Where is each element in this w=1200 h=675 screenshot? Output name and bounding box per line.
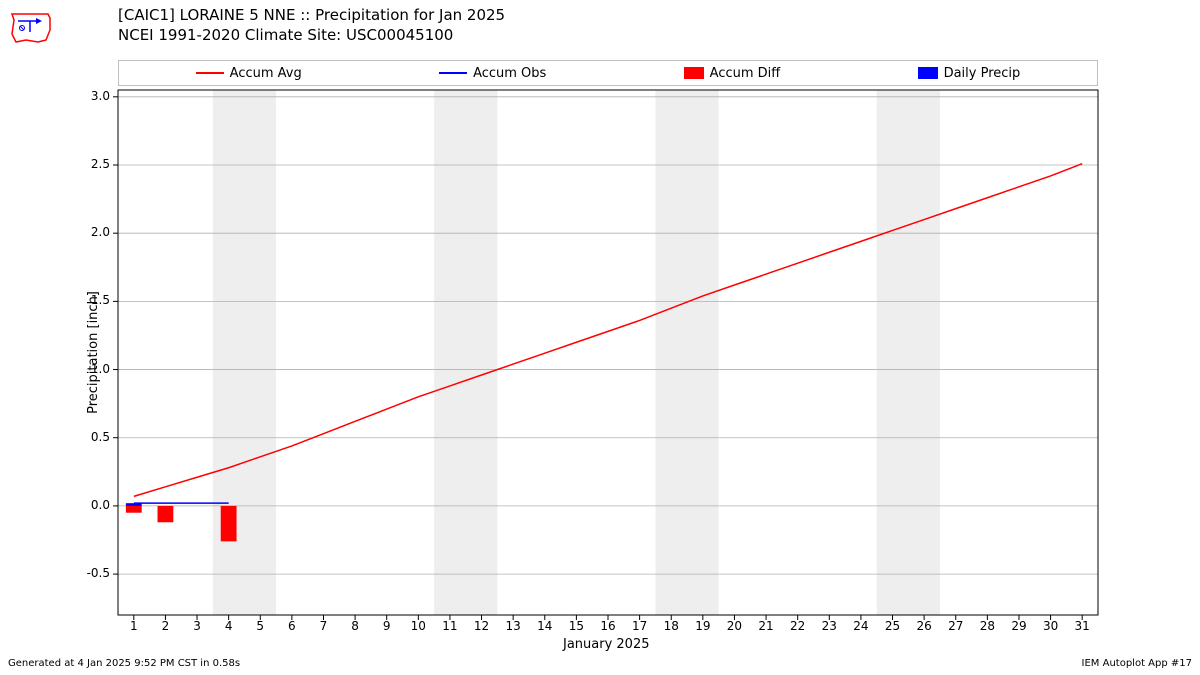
- axis-tick: 31: [1075, 619, 1090, 633]
- axis-tick: 25: [885, 619, 900, 633]
- legend-label: Accum Diff: [710, 66, 781, 81]
- chart-title: [CAIC1] LORAINE 5 NNE :: Precipitation f…: [118, 6, 505, 45]
- axis-tick: 2.5: [91, 157, 110, 171]
- axis-tick: 2: [162, 619, 170, 633]
- title-line-1: [CAIC1] LORAINE 5 NNE :: Precipitation f…: [118, 6, 505, 26]
- legend-label: Accum Obs: [473, 66, 546, 81]
- axis-tick: 7: [320, 619, 328, 633]
- axis-tick: 28: [980, 619, 995, 633]
- axis-tick: 3: [193, 619, 201, 633]
- legend-label: Accum Avg: [230, 66, 302, 81]
- axis-tick: 30: [1043, 619, 1058, 633]
- axis-tick: 5: [256, 619, 264, 633]
- x-axis-label: January 2025: [563, 637, 650, 652]
- legend-label: Daily Precip: [944, 66, 1021, 81]
- iem-logo: [8, 6, 53, 46]
- axis-tick: 1.5: [91, 293, 110, 307]
- axis-tick: 0.5: [91, 430, 110, 444]
- axis-tick: -0.5: [87, 566, 110, 580]
- axis-tick: 1.0: [91, 362, 110, 376]
- y-axis-label: Precipitation [inch]: [86, 291, 101, 414]
- footer-app: IEM Autoplot App #17: [1082, 658, 1192, 669]
- axis-tick: 6: [288, 619, 296, 633]
- axis-tick: 29: [1011, 619, 1026, 633]
- legend-swatch: [918, 67, 938, 79]
- legend-item: Accum Obs: [439, 66, 546, 81]
- axis-tick: 27: [948, 619, 963, 633]
- axis-tick: 12: [474, 619, 489, 633]
- axis-tick: 19: [695, 619, 710, 633]
- axis-tick: 24: [853, 619, 868, 633]
- legend-swatch: [684, 67, 704, 79]
- axis-tick: 3.0: [91, 89, 110, 103]
- axis-tick: 21: [758, 619, 773, 633]
- axis-tick: 20: [727, 619, 742, 633]
- axis-tick: 14: [537, 619, 552, 633]
- axis-tick: 0.0: [91, 498, 110, 512]
- axis-tick: 11: [442, 619, 457, 633]
- axis-tick: 9: [383, 619, 391, 633]
- legend-swatch: [439, 72, 467, 74]
- chart-legend: Accum Avg Accum Obs Accum Diff Daily Precip: [118, 60, 1098, 86]
- axis-tick: 23: [822, 619, 837, 633]
- legend-item: Accum Avg: [196, 66, 302, 81]
- axis-tick: 4: [225, 619, 233, 633]
- legend-item: Accum Diff: [684, 66, 781, 81]
- axis-tick: 1: [130, 619, 138, 633]
- axis-tick: 26: [916, 619, 931, 633]
- title-line-2: NCEI 1991-2020 Climate Site: USC00045100: [118, 26, 505, 46]
- legend-item: Daily Precip: [918, 66, 1021, 81]
- footer-generated: Generated at 4 Jan 2025 9:52 PM CST in 0…: [8, 658, 240, 669]
- axis-tick: 8: [351, 619, 359, 633]
- legend-swatch: [196, 72, 224, 74]
- precipitation-chart: [118, 90, 1098, 615]
- axis-tick: 10: [411, 619, 426, 633]
- axis-tick: 13: [506, 619, 521, 633]
- axis-tick: 18: [664, 619, 679, 633]
- axis-tick: 22: [790, 619, 805, 633]
- axis-tick: 15: [569, 619, 584, 633]
- axis-tick: 16: [600, 619, 615, 633]
- axis-tick: 2.0: [91, 225, 110, 239]
- axis-tick: 17: [632, 619, 647, 633]
